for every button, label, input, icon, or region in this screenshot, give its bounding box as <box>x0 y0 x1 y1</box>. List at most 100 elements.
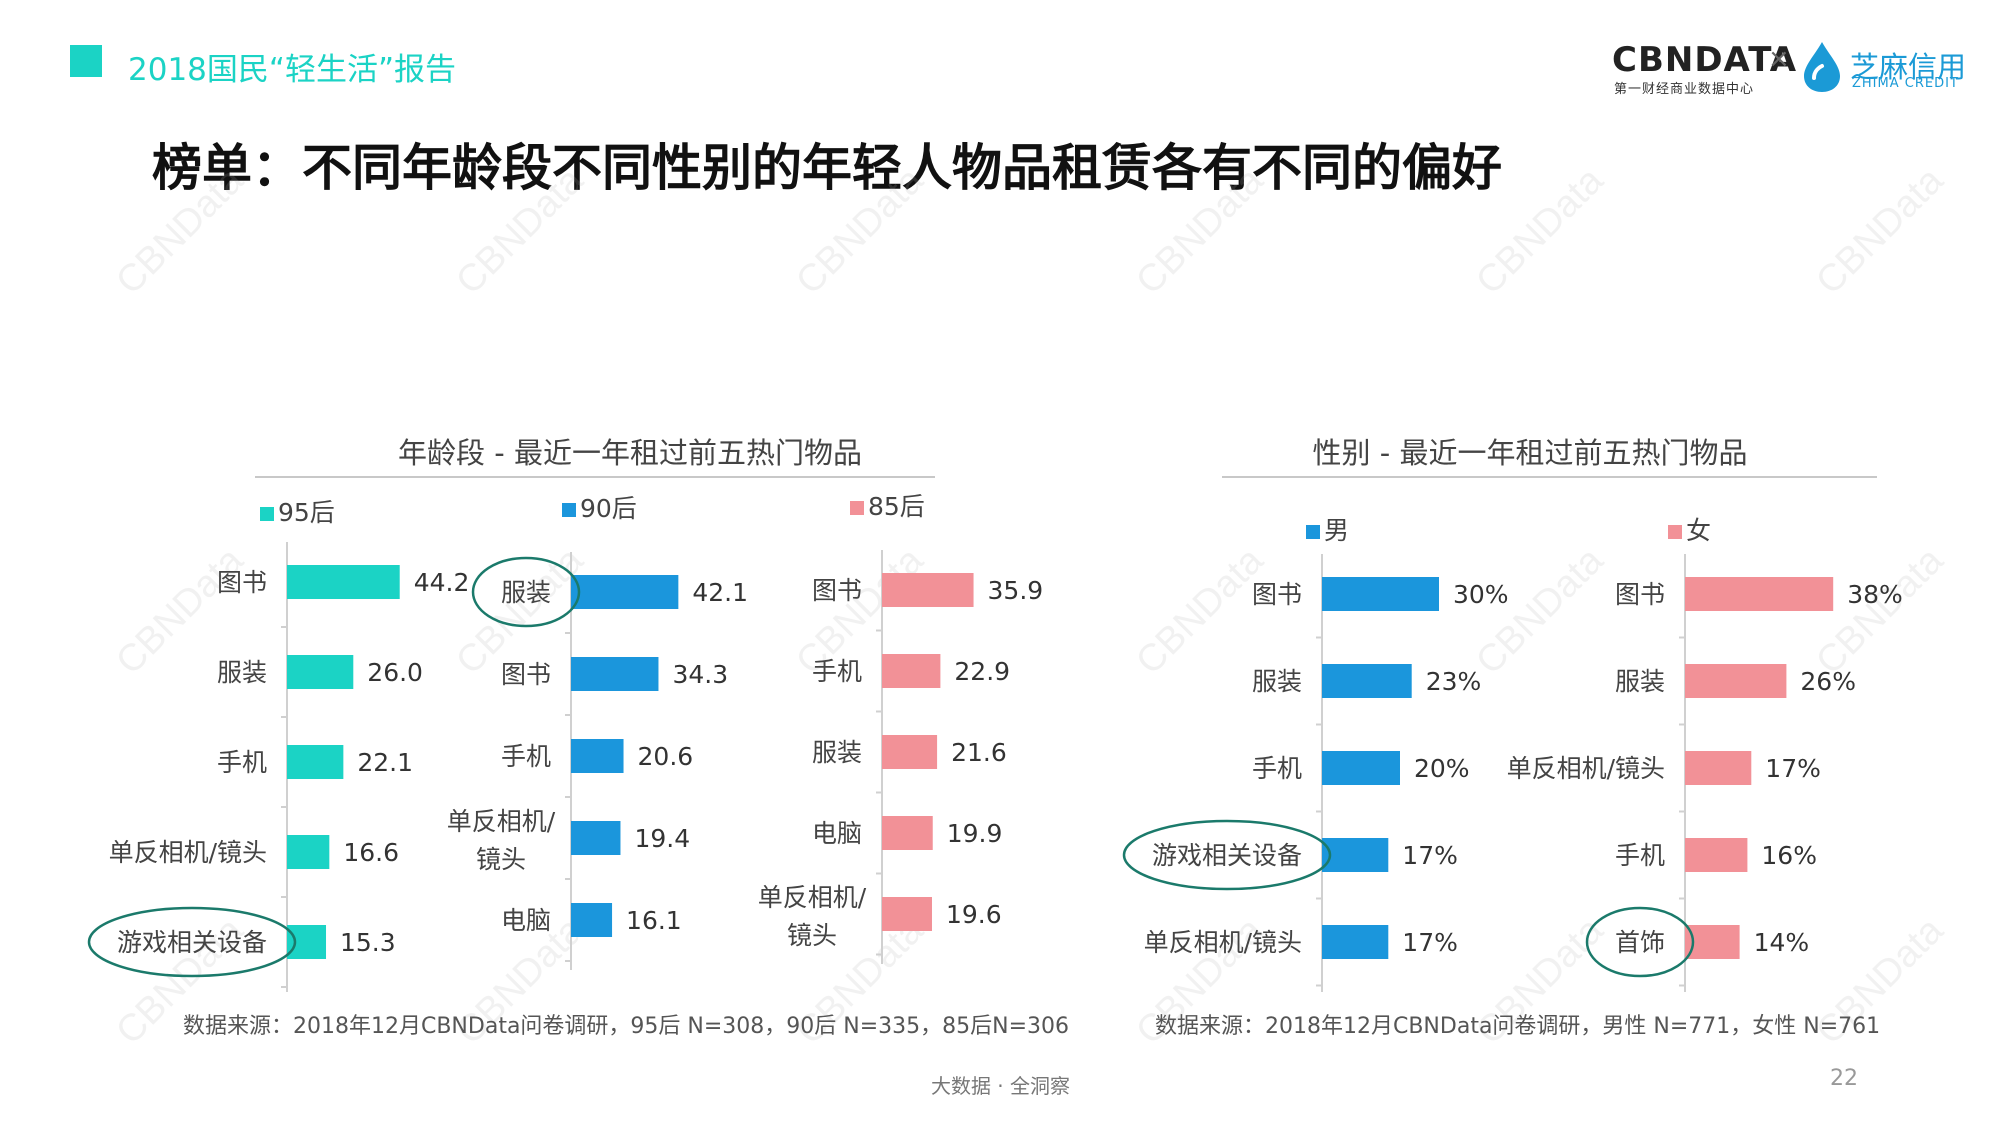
category-label: 游戏相关设备 <box>117 928 267 957</box>
category-label: 电脑 <box>501 906 551 935</box>
bar <box>287 835 330 869</box>
category-label: 单反相机/镜头 <box>758 883 867 950</box>
cbndata-logo: CBNDATA <box>1612 40 1798 80</box>
category-label: 服装 <box>1615 667 1665 696</box>
cbndata-logo-subtitle: 第一财经商业数据中心 <box>1614 82 1755 97</box>
value-label: 42.1 <box>692 578 748 607</box>
bar <box>1685 664 1787 698</box>
bar <box>571 821 621 855</box>
report-title: 2018国民“轻生活”报告 <box>128 52 457 88</box>
category-label: 手机 <box>812 657 862 686</box>
bar <box>571 739 624 773</box>
header-accent-square <box>70 45 102 77</box>
value-label: 14% <box>1754 928 1810 957</box>
category-label: 图书 <box>501 660 551 689</box>
category-label: 图书 <box>812 576 862 605</box>
value-label: 22.1 <box>357 748 413 777</box>
bar <box>1322 751 1400 785</box>
category-label: 服装 <box>217 658 267 687</box>
age-data-source: 数据来源：2018年12月CBNData问卷调研，95后 N=308，90后 N… <box>183 1014 1070 1039</box>
value-label: 20.6 <box>638 742 694 771</box>
page-number: 22 <box>1830 1066 1858 1091</box>
bar <box>1322 577 1439 611</box>
category-label: 手机 <box>1615 841 1665 870</box>
category-label: 单反相机/镜头 <box>109 838 267 867</box>
category-label: 游戏相关设备 <box>1152 841 1302 870</box>
category-label: 图书 <box>1252 580 1302 609</box>
zhima-logo: 芝麻信用 <box>1850 50 1967 84</box>
bar <box>287 925 327 959</box>
logo-separator: × <box>1768 44 1790 74</box>
category-label: 手机 <box>1252 754 1302 783</box>
bar <box>571 575 679 609</box>
category-label: 手机 <box>217 748 267 777</box>
highlight-circle <box>87 906 297 978</box>
value-label: 35.9 <box>988 576 1044 605</box>
legend-label: 90后 <box>580 494 637 523</box>
value-label: 16% <box>1761 841 1817 870</box>
category-label: 单反相机/镜头 <box>447 807 556 874</box>
bar <box>571 657 659 691</box>
bar <box>1685 577 1834 611</box>
bar <box>882 735 938 769</box>
bar <box>1322 838 1389 872</box>
legend-swatch <box>1306 525 1320 539</box>
category-label: 首饰 <box>1615 928 1665 957</box>
gender-panel-divider <box>1222 476 1877 478</box>
value-label: 38% <box>1847 580 1903 609</box>
gender-data-source: 数据来源：2018年12月CBNData问卷调研，男性 N=771，女性 N=7… <box>1155 1014 1881 1039</box>
bar <box>1685 751 1752 785</box>
value-label: 30% <box>1453 580 1509 609</box>
category-label: 手机 <box>501 742 551 771</box>
bar <box>882 573 974 607</box>
legend-swatch <box>850 501 864 515</box>
category-label: 图书 <box>217 568 267 597</box>
highlight-circle <box>1585 906 1695 978</box>
category-label: 电脑 <box>812 819 862 848</box>
bar <box>882 816 933 850</box>
gender-panel-title: 性别 - 最近一年租过前五热门物品 <box>1312 436 1748 470</box>
legend-swatch <box>1668 525 1682 539</box>
value-label: 26.0 <box>367 658 423 687</box>
category-label: 服装 <box>812 738 862 767</box>
value-label: 19.9 <box>947 819 1003 848</box>
bar <box>1322 664 1412 698</box>
page-title: 榜单：不同年龄段不同性别的年轻人物品租赁各有不同的偏好 <box>152 139 1502 197</box>
legend-swatch <box>260 507 274 521</box>
value-label: 21.6 <box>951 738 1007 767</box>
bar <box>571 903 613 937</box>
bar <box>287 655 354 689</box>
category-label: 单反相机/镜头 <box>1144 928 1302 957</box>
value-label: 15.3 <box>340 928 396 957</box>
value-label: 34.3 <box>672 660 728 689</box>
zhima-logo-subtitle: ZHIMA CREDIT <box>1852 76 1959 91</box>
value-label: 23% <box>1426 667 1482 696</box>
category-label: 服装 <box>501 578 551 607</box>
highlight-circle <box>1122 819 1332 891</box>
value-label: 22.9 <box>954 657 1010 686</box>
highlight-circle <box>471 556 581 628</box>
value-label: 44.2 <box>414 568 470 597</box>
bar <box>287 565 400 599</box>
zhima-drop-icon <box>1804 42 1840 92</box>
value-label: 19.4 <box>634 824 690 853</box>
footer-tagline: 大数据 · 全洞察 <box>930 1074 1071 1098</box>
legend-label: 85后 <box>868 492 925 521</box>
value-label: 16.1 <box>626 906 682 935</box>
category-label: 服装 <box>1252 667 1302 696</box>
age-panel-divider <box>255 476 935 478</box>
legend-label: 男 <box>1324 516 1349 545</box>
legend-swatch <box>562 503 576 517</box>
legend-label: 女 <box>1686 516 1711 545</box>
legend-label: 95后 <box>278 498 335 527</box>
value-label: 26% <box>1800 667 1856 696</box>
category-label: 单反相机/镜头 <box>1507 754 1665 783</box>
value-label: 19.6 <box>946 900 1002 929</box>
value-label: 16.6 <box>343 838 399 867</box>
category-label: 图书 <box>1615 580 1665 609</box>
bar <box>287 745 344 779</box>
value-label: 20% <box>1414 754 1470 783</box>
value-label: 17% <box>1402 928 1458 957</box>
bar <box>882 654 941 688</box>
